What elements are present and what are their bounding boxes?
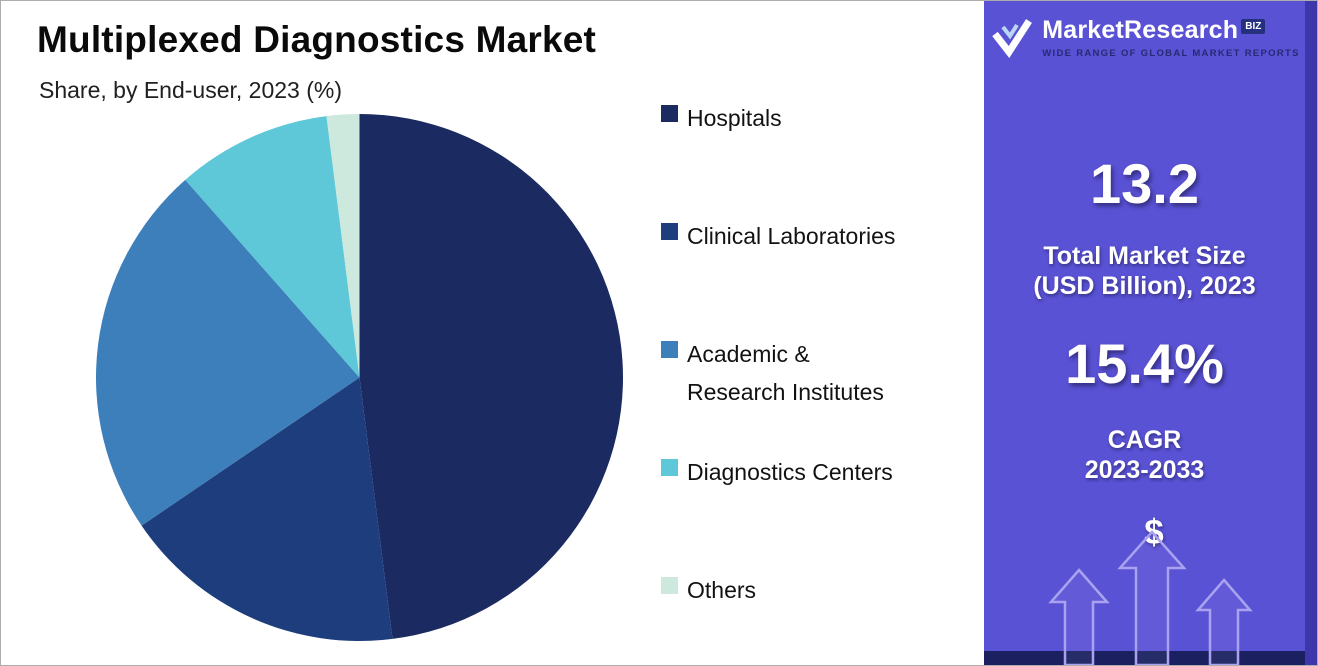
brand-text: MarketResearch BIZ WIDE RANGE OF GLOBAL … — [1042, 16, 1300, 59]
legend-item-others: Others — [661, 571, 961, 609]
cagr-label: CAGR 2023-2033 — [984, 425, 1305, 485]
brand-logo: MarketResearch BIZ WIDE RANGE OF GLOBAL … — [984, 16, 1305, 59]
pie-slice-1 — [141, 377, 393, 641]
legend-swatch-hospitals — [661, 105, 678, 122]
legend-swatch-others — [661, 577, 678, 594]
market-size-label: Total Market Size (USD Billion), 2023 — [984, 241, 1305, 301]
sidebar: MarketResearch BIZ WIDE RANGE OF GLOBAL … — [984, 1, 1317, 665]
legend-swatch-academic-research — [661, 341, 678, 358]
cagr-value: 15.4% — [1065, 332, 1224, 395]
legend-item-hospitals: Hospitals — [661, 99, 961, 137]
market-size-label-line2: (USD Billion), 2023 — [1033, 272, 1256, 300]
market-size-label-line1: Total Market Size — [1043, 242, 1246, 270]
pie-slice-2 — [96, 179, 360, 526]
pie-slice-4 — [326, 114, 360, 378]
page-title: Multiplexed Diagnostics Market — [37, 19, 597, 60]
logo-check-icon — [992, 19, 1033, 58]
brand-name: MarketResearch — [1042, 16, 1239, 44]
legend-swatch-diagnostics-centers — [661, 459, 678, 476]
legend-label-academic-research: Academic & Research Institutes — [687, 341, 884, 405]
pie-chart — [96, 114, 623, 641]
brand-suffix-badge: BIZ — [1241, 19, 1266, 34]
pie-slice-3 — [185, 116, 360, 378]
pie-slice-0 — [359, 114, 623, 639]
cagr-label-line2: 2023-2033 — [1084, 456, 1205, 484]
sidebar-edge-strip — [1305, 1, 1317, 665]
growth-arrows-icon — [1048, 530, 1253, 665]
brand-tagline: WIDE RANGE OF GLOBAL MARKET REPORTS — [1042, 48, 1300, 59]
legend-swatch-clinical-laboratories — [661, 223, 678, 240]
legend-item-academic-research: Academic & Research Institutes — [661, 335, 961, 411]
legend-label-hospitals: Hospitals — [687, 105, 782, 131]
market-size-value: 13.2 — [1090, 152, 1199, 215]
sidebar-bottom-strip — [984, 651, 1317, 665]
cagr-label-line1: CAGR — [1107, 426, 1182, 454]
legend-item-clinical-laboratories: Clinical Laboratories — [661, 217, 961, 255]
chart-subtitle: Share, by End-user, 2023 (%) — [39, 77, 342, 103]
legend-label-others: Others — [687, 577, 757, 603]
legend-label-clinical-laboratories: Clinical Laboratories — [687, 223, 896, 249]
legend-label-diagnostics-centers: Diagnostics Centers — [687, 459, 893, 485]
legend-item-diagnostics-centers: Diagnostics Centers — [661, 453, 961, 491]
